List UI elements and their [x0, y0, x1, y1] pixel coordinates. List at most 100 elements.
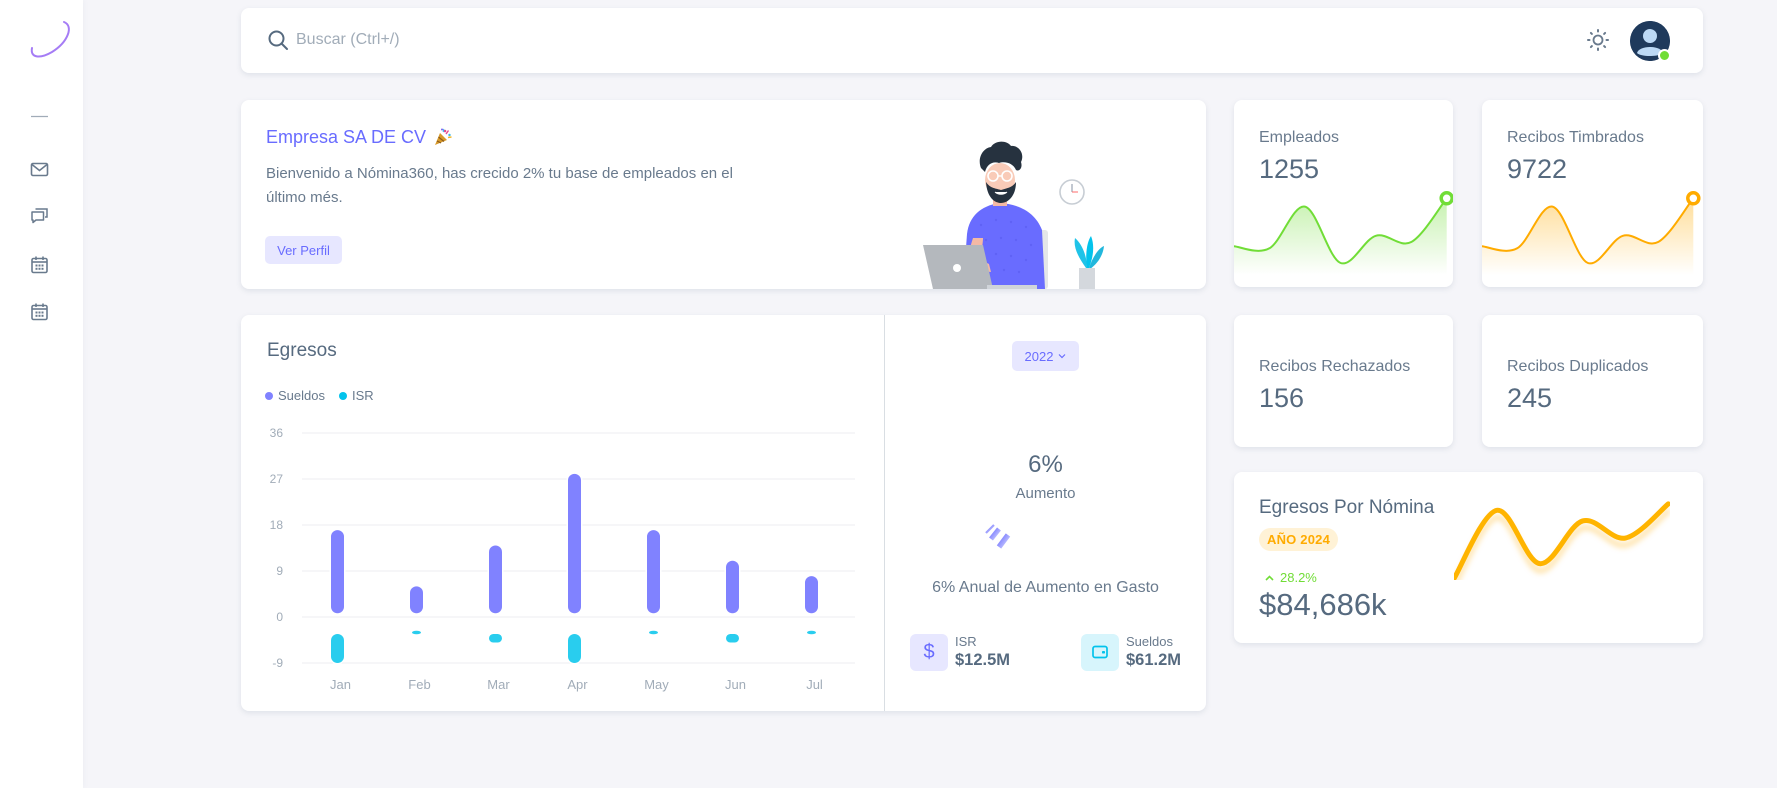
sidebar-item-calendar-1[interactable] [30, 255, 49, 274]
stat-card-recibos-duplicados: Recibos Duplicados 245 [1482, 315, 1703, 447]
empleados-sparkline-chart [1234, 191, 1453, 275]
summary-label: ISR [955, 634, 977, 649]
stat-card-recibos-rechazados: Recibos Rechazados 156 [1234, 315, 1453, 447]
y-tick-label: 0 [276, 610, 283, 624]
stat-value: 1255 [1259, 154, 1320, 184]
bar-isr[interactable] [329, 632, 346, 665]
bar-sueldos[interactable] [329, 528, 346, 615]
bar-isr[interactable] [649, 630, 658, 635]
legend-dot [338, 391, 347, 400]
growth-caption: 6% Anual de Aumento en Gasto [932, 579, 1159, 596]
chevron-down-icon [1059, 354, 1066, 359]
bar-sueldos[interactable] [566, 472, 583, 615]
x-tick-label: Feb [408, 677, 430, 692]
online-status-dot [1658, 49, 1671, 62]
sidebar-item-mail[interactable] [30, 160, 49, 179]
search-input[interactable] [296, 27, 716, 53]
y-tick-label: 18 [270, 518, 284, 532]
bar-sueldos[interactable] [408, 584, 425, 615]
egresos-title: Egresos [267, 340, 337, 361]
egresos-bar-chart: 36 27 18 9 0 -9 Jan Feb Mar Apr May Jun Jul [270, 426, 855, 692]
summary-value: $61.2M [1126, 651, 1182, 669]
legend-item-sueldos[interactable]: Sueldos [265, 388, 325, 403]
chevron-up-icon [1265, 574, 1274, 581]
sparkline-area [1482, 198, 1694, 275]
summary-isr: $ ISR $12.5M [910, 633, 1010, 671]
view-profile-button[interactable]: Ver Perfil [265, 236, 342, 264]
welcome-message: Bienvenido a Nómina360, has crecido 2% t… [266, 165, 733, 206]
summary-label: Sueldos [1126, 634, 1173, 649]
sidebar [0, 0, 83, 788]
legend-item-isr[interactable]: ISR [338, 388, 374, 403]
top-navbar [241, 8, 1703, 73]
year-select-dropdown[interactable]: 2022 [1012, 341, 1079, 371]
party-popper-icon [435, 128, 452, 145]
stat-card-empleados: Empleados 1255 [1234, 100, 1453, 287]
plant-icon [1074, 236, 1104, 289]
stat-value: 9722 [1507, 154, 1568, 184]
logo-icon[interactable] [24, 16, 76, 64]
nomina-wave-line [1454, 501, 1670, 580]
egresos-card: 36 27 18 9 0 -9 Jan Feb Mar Apr May Jun Jul Egresos … [241, 315, 1206, 711]
bar-isr[interactable] [724, 632, 741, 645]
year-value: 2022 [1024, 348, 1054, 364]
stat-label: Empleados [1259, 129, 1340, 146]
wallet-icon [1081, 633, 1119, 671]
y-tick-label: 9 [276, 564, 283, 578]
nomina-amount: $84,686k [1259, 587, 1387, 622]
x-tick-label: Jul [806, 677, 823, 692]
mail-icon [30, 162, 49, 177]
svg-text:$: $ [923, 641, 934, 663]
calendar-icon [31, 303, 48, 321]
sidebar-item-chat[interactable] [30, 206, 49, 225]
summary-sueldos: Sueldos $61.2M [1081, 633, 1181, 671]
nomina-line-chart [1454, 501, 1670, 580]
stat-label: Recibos Rechazados [1259, 358, 1411, 375]
x-tick-label: May [644, 677, 669, 692]
x-tick-label: Jan [330, 677, 351, 692]
company-title: Empresa SA DE CV [266, 125, 453, 149]
user-avatar[interactable] [1630, 21, 1671, 62]
company-name: Empresa SA DE CV [266, 127, 427, 147]
bar-isr[interactable] [412, 630, 421, 635]
bar-sueldos[interactable] [645, 528, 662, 615]
sidebar-item-calendar-2[interactable] [30, 302, 49, 321]
bar-sueldos[interactable] [487, 543, 504, 615]
bar-isr[interactable] [807, 630, 816, 635]
growth-label: Aumento [1015, 485, 1076, 502]
sun-icon[interactable] [1586, 28, 1610, 52]
x-tick-label: Jun [725, 677, 746, 692]
sparkline-marker[interactable] [1439, 191, 1453, 206]
x-tick-label: Mar [487, 677, 510, 692]
dollar-icon: $ [910, 633, 948, 671]
stat-value: 245 [1507, 383, 1553, 413]
change-indicator: 28.2% [1265, 570, 1317, 585]
summary-value: $12.5M [955, 651, 1011, 669]
year-badge: AÑO 2024 [1259, 528, 1339, 551]
growth-percent: 6% [1028, 451, 1063, 478]
welcome-card: Empresa SA DE CV Bienvenido a Nómina360,… [241, 100, 1206, 289]
nomina-title: Egresos Por Nómina [1259, 497, 1435, 518]
sparkline-area [1234, 198, 1447, 275]
legend-dot [265, 391, 273, 400]
search-icon[interactable] [267, 29, 289, 51]
sparkline-line [1234, 197, 1448, 265]
menu-toggle-minus-icon[interactable] [30, 107, 49, 126]
clock-icon [1059, 179, 1085, 205]
stat-label: Recibos Timbrados [1507, 129, 1644, 146]
bar-isr[interactable] [487, 632, 504, 645]
y-tick-label: -9 [272, 656, 283, 670]
growth-radial-chart [985, 524, 1011, 549]
bar-sueldos[interactable] [803, 574, 820, 615]
stat-value: 156 [1259, 383, 1305, 413]
x-tick-label: Apr [567, 677, 588, 692]
bar-sueldos[interactable] [724, 559, 741, 615]
divider [884, 315, 885, 711]
sparkline-marker[interactable] [1686, 191, 1701, 206]
egresos-por-nomina-card: Egresos Por Nómina AÑO 2024 28.2% $84,68… [1234, 472, 1703, 643]
calendar-icon [31, 256, 48, 274]
bar-isr[interactable] [566, 632, 583, 665]
y-tick-label: 36 [270, 426, 284, 440]
legend-label: ISR [351, 388, 374, 403]
person-laptop-illustration [923, 141, 1104, 289]
